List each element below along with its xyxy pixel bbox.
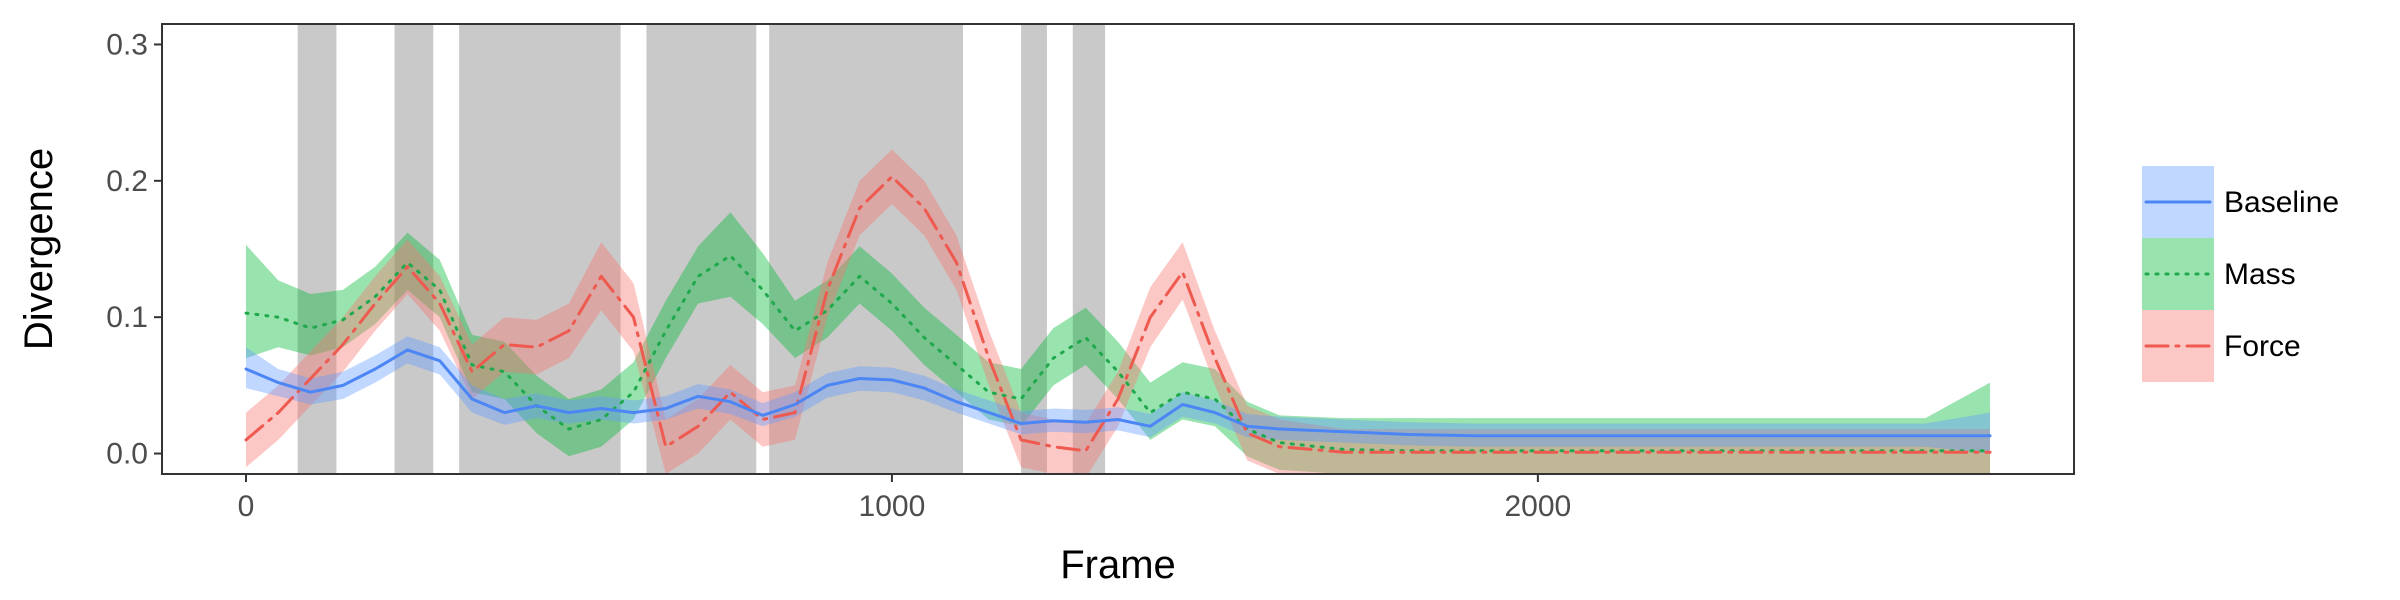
x-axis-title: Frame <box>1060 543 1176 587</box>
legend-item-force: Force <box>2142 310 2301 382</box>
series-lines <box>244 175 1992 454</box>
ribbon-baseline <box>246 336 1990 454</box>
y-tick-label-3: 0.3 <box>106 28 148 61</box>
legend-label-mass: Mass <box>2224 258 2296 291</box>
confidence-ribbons <box>246 149 1990 474</box>
x-axis: 0 1000 2000 <box>238 474 1571 523</box>
line-baseline <box>244 348 1992 438</box>
x-tick-label-0: 0 <box>238 490 255 523</box>
shaded-intervals <box>297 24 1106 474</box>
legend-item-baseline: Baseline <box>2142 166 2339 238</box>
y-axis: 0.0 0.1 0.2 0.3 <box>106 28 162 471</box>
y-tick-label-1: 0.1 <box>106 301 148 334</box>
shaded-interval-2 <box>394 24 434 474</box>
shaded-interval-7 <box>1072 24 1106 474</box>
y-tick-label-2: 0.2 <box>106 165 148 198</box>
y-tick-label-0: 0.0 <box>106 438 148 471</box>
shaded-interval-6 <box>1021 24 1047 474</box>
x-tick-label-1: 1000 <box>859 490 926 523</box>
ribbon-force <box>246 149 1990 474</box>
shaded-interval-3 <box>459 24 621 474</box>
line-force <box>244 175 1992 454</box>
y-axis-title: Divergence <box>17 148 61 350</box>
legend-label-baseline: Baseline <box>2224 186 2339 219</box>
shaded-interval-1 <box>297 24 337 474</box>
x-tick-label-2: 2000 <box>1504 490 1571 523</box>
legend: Baseline Mass Force <box>2142 166 2339 382</box>
ribbon-mass <box>246 212 1990 474</box>
shaded-interval-4 <box>646 24 757 474</box>
legend-item-mass: Mass <box>2142 238 2296 310</box>
plot-border <box>161 23 2075 475</box>
legend-label-force: Force <box>2224 330 2301 363</box>
line-mass <box>244 254 1992 453</box>
